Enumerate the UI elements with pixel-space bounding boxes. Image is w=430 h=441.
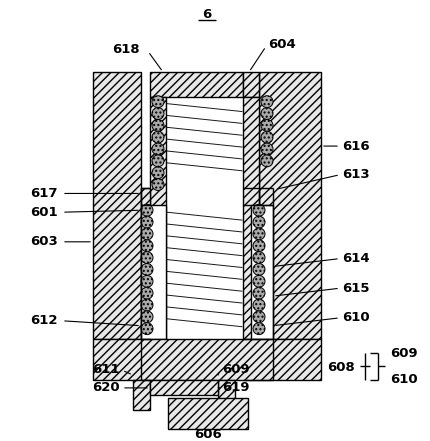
Circle shape	[253, 323, 265, 335]
Circle shape	[141, 228, 153, 240]
Text: 604: 604	[268, 38, 296, 51]
Circle shape	[152, 108, 164, 120]
Circle shape	[261, 131, 273, 143]
Text: 609: 609	[222, 363, 250, 376]
Circle shape	[253, 240, 265, 252]
Circle shape	[141, 299, 153, 311]
Circle shape	[253, 287, 265, 299]
Text: 613: 613	[342, 168, 370, 181]
Circle shape	[152, 120, 164, 131]
Text: 620: 620	[92, 381, 120, 394]
Bar	[150, 72, 243, 97]
Bar	[141, 187, 150, 206]
Circle shape	[261, 155, 273, 167]
Circle shape	[141, 275, 153, 287]
Text: 618: 618	[112, 43, 140, 56]
Circle shape	[253, 264, 265, 275]
Circle shape	[253, 299, 265, 311]
Circle shape	[261, 108, 273, 120]
Circle shape	[141, 204, 153, 216]
Circle shape	[141, 216, 153, 228]
Circle shape	[253, 275, 265, 287]
Text: 611: 611	[92, 363, 120, 376]
Text: 603: 603	[30, 235, 58, 248]
Circle shape	[152, 167, 164, 179]
Text: 612: 612	[31, 314, 58, 327]
Text: 617: 617	[31, 187, 58, 200]
Text: 608: 608	[327, 361, 355, 374]
Circle shape	[141, 240, 153, 252]
Text: 601: 601	[31, 206, 58, 219]
Bar	[243, 97, 259, 339]
Circle shape	[253, 216, 265, 228]
Circle shape	[141, 311, 153, 323]
Text: 610: 610	[390, 374, 418, 386]
Circle shape	[152, 179, 164, 191]
Bar	[259, 72, 321, 339]
Circle shape	[261, 96, 273, 108]
Circle shape	[152, 155, 164, 167]
Bar	[168, 398, 248, 430]
Circle shape	[261, 143, 273, 155]
Bar	[218, 380, 235, 410]
Bar	[93, 339, 321, 380]
Circle shape	[253, 311, 265, 323]
Circle shape	[253, 228, 265, 240]
Bar	[251, 206, 273, 339]
Circle shape	[141, 287, 153, 299]
Text: 606: 606	[194, 428, 222, 441]
Bar	[93, 72, 141, 339]
Circle shape	[253, 252, 265, 264]
Text: 614: 614	[342, 252, 370, 265]
Text: 609: 609	[390, 347, 418, 360]
Text: 615: 615	[342, 282, 369, 295]
Circle shape	[261, 120, 273, 131]
Circle shape	[253, 204, 265, 216]
Text: 610: 610	[342, 311, 370, 324]
Text: 619: 619	[222, 381, 249, 394]
Circle shape	[152, 143, 164, 155]
Bar	[150, 97, 166, 339]
Text: 6: 6	[203, 8, 212, 21]
Bar	[141, 206, 166, 339]
Circle shape	[141, 323, 153, 335]
Circle shape	[152, 131, 164, 143]
Bar	[150, 380, 218, 395]
Bar	[243, 72, 259, 97]
Bar	[133, 380, 150, 410]
Circle shape	[152, 96, 164, 108]
Circle shape	[141, 264, 153, 275]
Circle shape	[141, 252, 153, 264]
Text: 616: 616	[342, 140, 370, 153]
